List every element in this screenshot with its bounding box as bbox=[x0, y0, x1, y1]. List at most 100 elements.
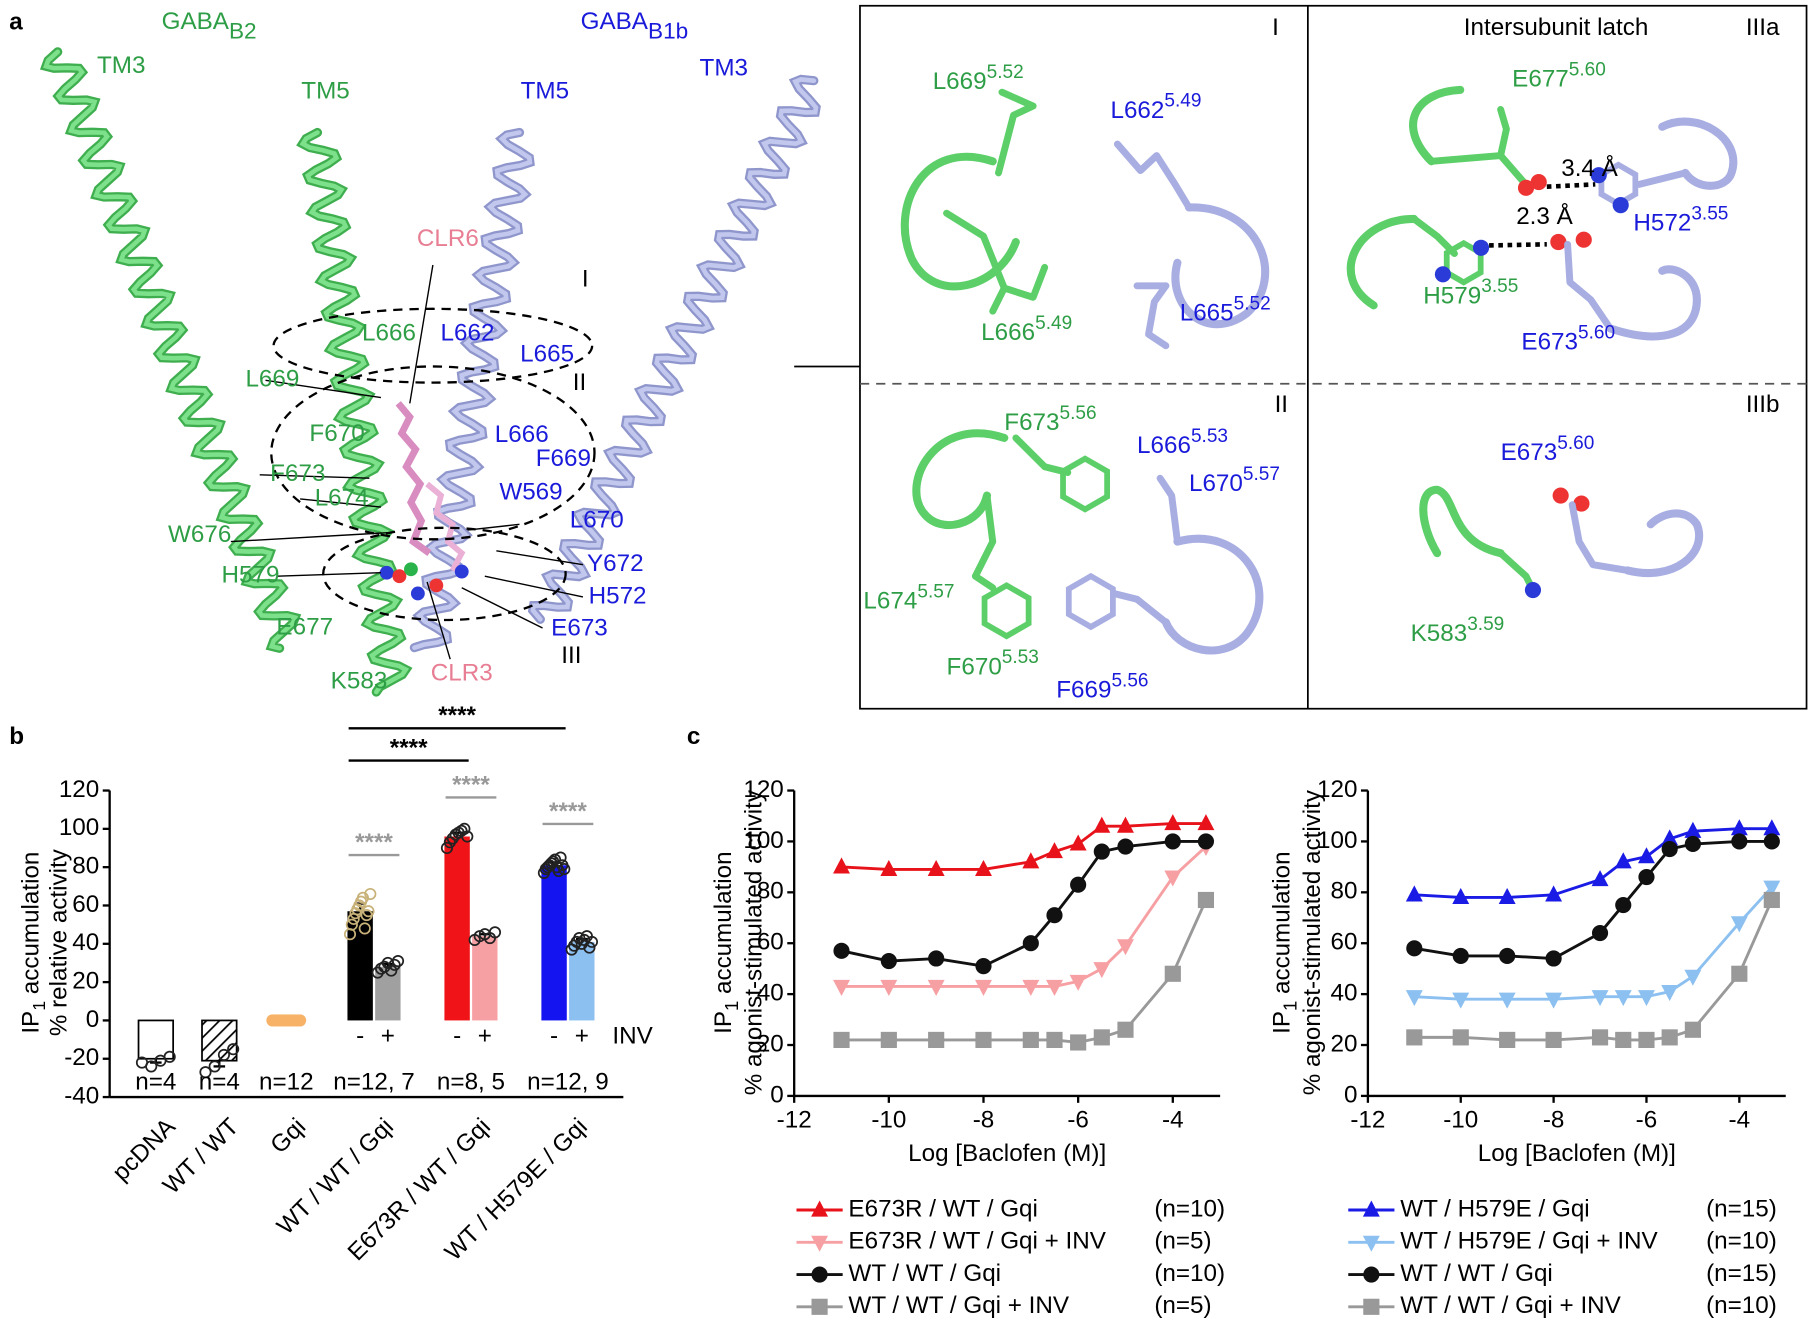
legend-marker bbox=[811, 1266, 828, 1283]
label: L670 bbox=[570, 506, 624, 533]
label: n=8, 5 bbox=[437, 1069, 505, 1096]
label: I bbox=[582, 265, 589, 292]
helix bbox=[409, 127, 535, 653]
bar bbox=[569, 941, 595, 1021]
legend-marker bbox=[1363, 1266, 1380, 1283]
data-point bbox=[1164, 814, 1182, 831]
label: I bbox=[1272, 14, 1279, 41]
label: 20 bbox=[72, 968, 99, 995]
label: -20 bbox=[64, 1044, 99, 1071]
label: K5833.59 bbox=[1411, 614, 1505, 647]
label: F670 bbox=[309, 420, 364, 447]
label: E673R / WT / Gqi + INV bbox=[848, 1228, 1106, 1255]
label: WT / H579E / Gqi + INV bbox=[1400, 1228, 1658, 1255]
data-point bbox=[1452, 887, 1470, 904]
data-point bbox=[1117, 1021, 1134, 1038]
data-point bbox=[1022, 852, 1040, 869]
site-outline bbox=[322, 526, 567, 622]
ligand bbox=[395, 401, 432, 556]
backbone bbox=[1658, 117, 1738, 190]
data-point bbox=[833, 857, 850, 874]
atom bbox=[1472, 239, 1490, 256]
series-line bbox=[841, 899, 1208, 1044]
side-chain bbox=[1564, 240, 1614, 332]
atom bbox=[429, 578, 444, 593]
data-point bbox=[927, 859, 945, 876]
data-point bbox=[1684, 835, 1701, 853]
data-point bbox=[1638, 1031, 1655, 1048]
data-point bbox=[1046, 1031, 1063, 1048]
backbone bbox=[1161, 534, 1264, 655]
label-sup: 3.55 bbox=[1481, 276, 1518, 297]
label: -4 bbox=[1729, 1107, 1751, 1134]
label: TM3 bbox=[97, 52, 145, 79]
label-sup: 5.60 bbox=[1557, 433, 1594, 454]
label: 120 bbox=[743, 776, 783, 803]
label-main: IP bbox=[710, 1011, 737, 1034]
label: -8 bbox=[1543, 1107, 1565, 1134]
data-point bbox=[1452, 1029, 1469, 1046]
data-point bbox=[1545, 950, 1562, 967]
data-point bbox=[1591, 870, 1609, 887]
series-line bbox=[1414, 899, 1774, 1042]
backbone bbox=[1623, 509, 1703, 578]
data-point bbox=[1731, 833, 1748, 850]
bar bbox=[375, 966, 401, 1021]
label: 40 bbox=[1331, 980, 1358, 1007]
data-point bbox=[1069, 834, 1087, 851]
data-point bbox=[362, 905, 375, 918]
label-sup: 5.49 bbox=[1035, 313, 1072, 334]
helix bbox=[43, 49, 299, 651]
label-sup: 5.57 bbox=[917, 582, 954, 603]
label: L669 bbox=[245, 366, 299, 393]
side-chain bbox=[1635, 169, 1689, 188]
data-point bbox=[1070, 1034, 1087, 1051]
series-line bbox=[1414, 840, 1772, 961]
label: IIIb bbox=[1746, 391, 1780, 418]
ring bbox=[1060, 455, 1111, 513]
side-chain bbox=[1113, 140, 1193, 211]
label: E677 bbox=[276, 613, 333, 640]
data-point bbox=[975, 979, 992, 996]
label: GABAB1b bbox=[581, 8, 689, 43]
label: F6735.56 bbox=[1004, 403, 1096, 436]
label: + bbox=[478, 1023, 492, 1050]
side-chain bbox=[1156, 474, 1181, 546]
label: 20 bbox=[1331, 1030, 1358, 1057]
data-point bbox=[145, 1060, 158, 1073]
leader-line bbox=[461, 587, 543, 629]
label: -10 bbox=[1443, 1107, 1478, 1134]
label: Gqi bbox=[265, 1113, 311, 1159]
side-chain bbox=[971, 492, 997, 580]
label: (n=5) bbox=[1154, 1228, 1211, 1255]
label: H5723.55 bbox=[1633, 204, 1728, 237]
side-chain bbox=[971, 572, 997, 592]
data-point bbox=[358, 922, 371, 935]
label: (n=5) bbox=[1154, 1292, 1211, 1319]
label: 60 bbox=[72, 891, 99, 918]
data-point bbox=[554, 851, 567, 864]
label: % agonist-stimulated activity bbox=[740, 789, 767, 1095]
label: L6665.49 bbox=[981, 313, 1072, 346]
data-point bbox=[1730, 916, 1748, 933]
atom bbox=[392, 569, 407, 584]
data-point bbox=[364, 887, 377, 901]
ring bbox=[1065, 572, 1116, 631]
label-sub: 1 bbox=[29, 1001, 49, 1011]
label: Log [Baclofen (M)] bbox=[908, 1140, 1106, 1167]
ligand bbox=[425, 481, 466, 572]
bar bbox=[541, 865, 567, 1021]
series-line bbox=[841, 822, 1206, 871]
data-point bbox=[227, 1043, 240, 1056]
helix bbox=[299, 130, 410, 695]
label: CLR6 bbox=[417, 225, 479, 252]
bar bbox=[137, 1019, 175, 1060]
data-point bbox=[1093, 843, 1110, 860]
data-point bbox=[1614, 852, 1632, 869]
data-point bbox=[1046, 842, 1063, 859]
data-point bbox=[927, 979, 945, 996]
side-chain bbox=[989, 284, 1008, 315]
label: F6695.56 bbox=[1056, 670, 1148, 703]
atom bbox=[1575, 231, 1592, 248]
